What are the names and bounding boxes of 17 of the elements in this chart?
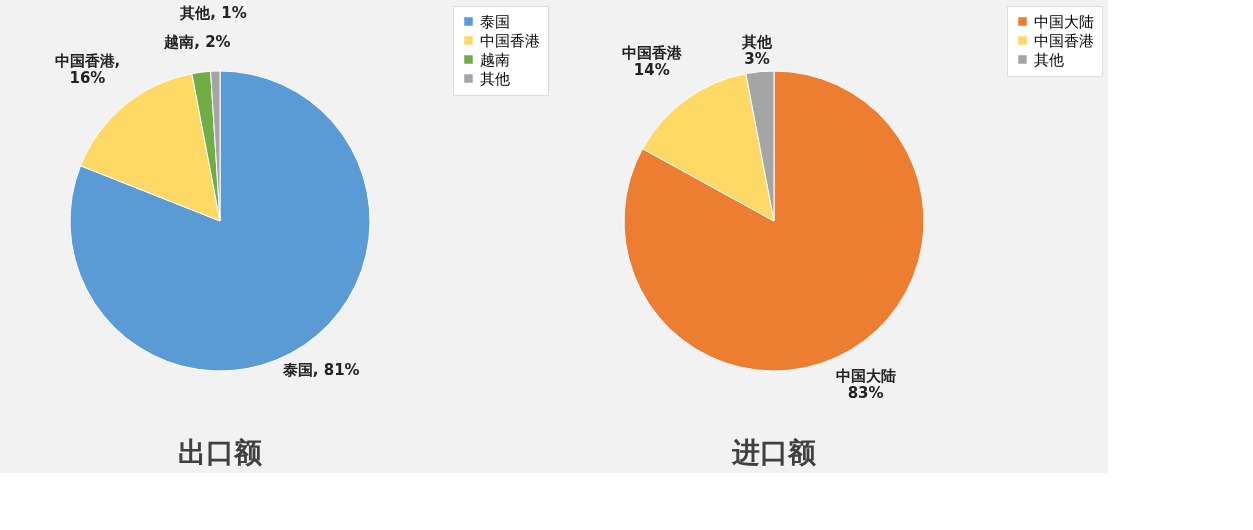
- legend-label: 越南: [480, 50, 510, 69]
- legend-label: 其他: [480, 69, 510, 88]
- data-label: 其他, 1%: [179, 4, 247, 23]
- legend-label: 中国香港: [480, 31, 540, 50]
- legend-label: 中国香港: [1034, 31, 1094, 50]
- text: 出口额: [178, 436, 263, 469]
- legend-label: 中国大陆: [1034, 12, 1094, 31]
- legend-label: 其他: [1034, 50, 1064, 69]
- data-label: 中国香港, 16%: [54, 51, 121, 87]
- data-label: 中国大陆 83%: [835, 366, 896, 402]
- data-label: 越南, 2%: [163, 33, 231, 52]
- data-label: 其他 3%: [741, 32, 774, 68]
- text: 进口额: [731, 436, 817, 469]
- data-label: 泰国, 81%: [281, 360, 360, 379]
- pie-slice: [642, 73, 775, 222]
- legend-label: 泰国: [480, 12, 510, 31]
- data-label: 中国香港 14%: [621, 43, 683, 79]
